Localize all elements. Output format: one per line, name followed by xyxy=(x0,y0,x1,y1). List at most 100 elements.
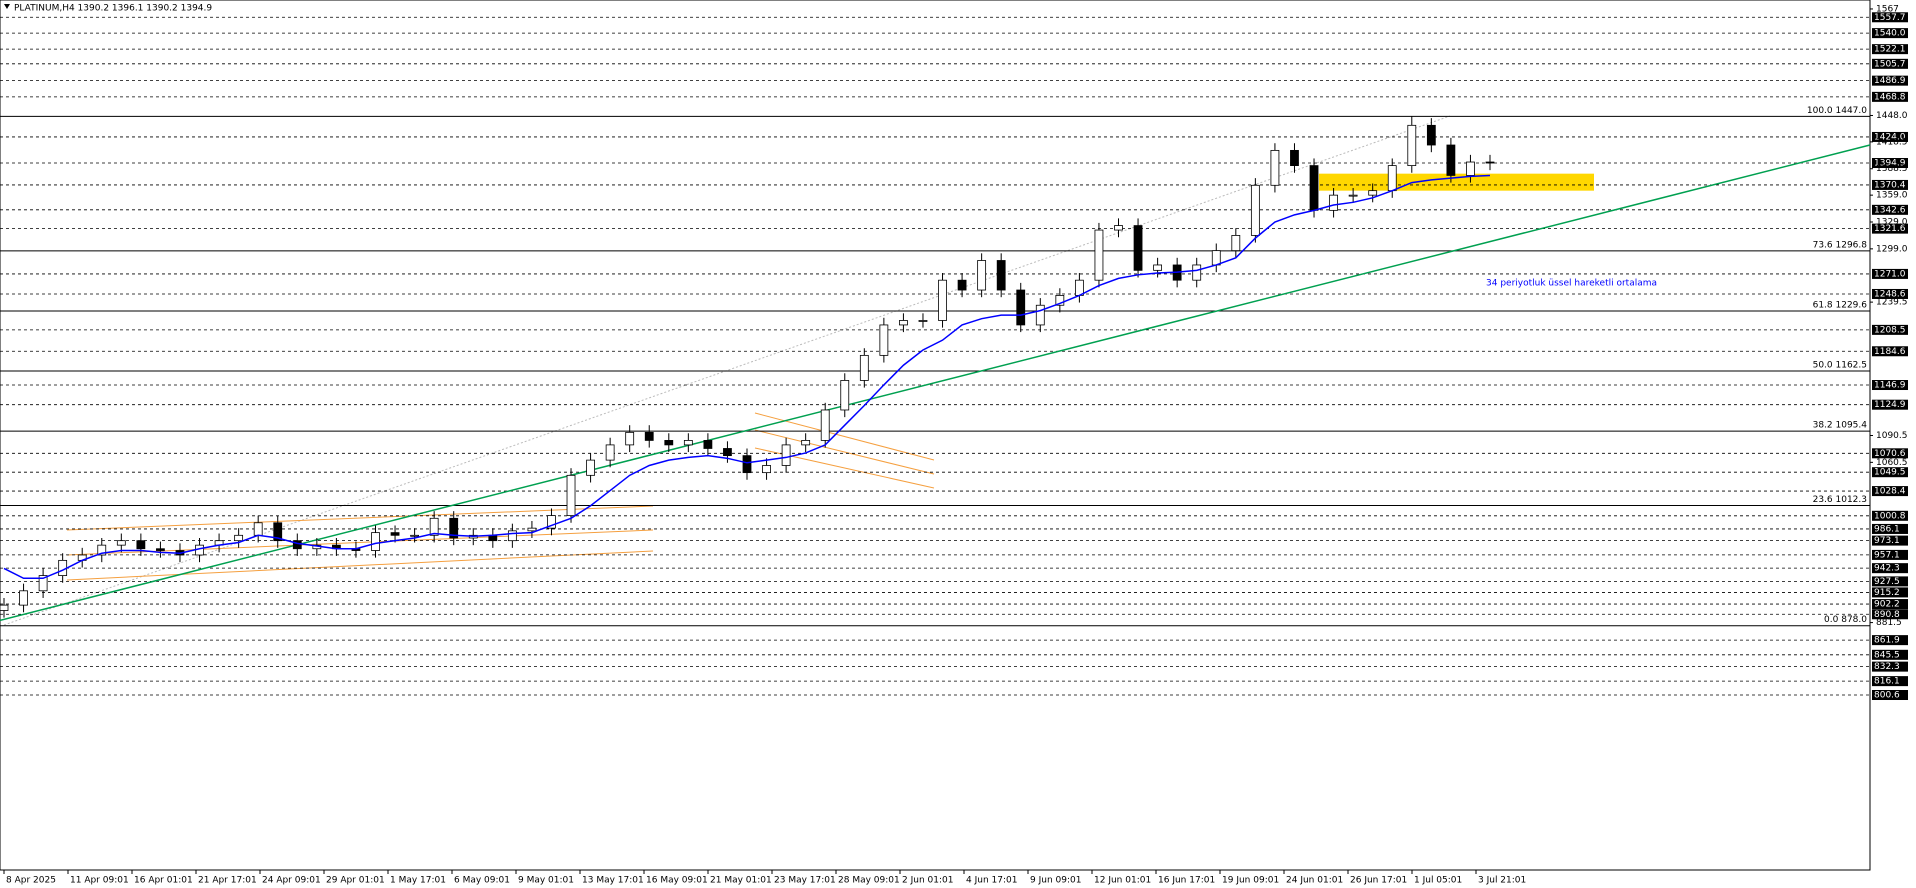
x-tick-label: 2 Jun 01:01 xyxy=(902,876,953,886)
candle-body xyxy=(273,522,283,542)
candle-body xyxy=(1309,165,1319,211)
level-label: 902.2 xyxy=(1874,600,1900,610)
level-label: 915.2 xyxy=(1874,588,1900,598)
fib-label: 0.0 878.0 xyxy=(1824,615,1867,625)
candle-body xyxy=(762,465,771,474)
candle-body xyxy=(1074,279,1084,296)
candle-body xyxy=(97,544,107,556)
level-label-bg xyxy=(1872,346,1908,357)
x-tick-label: 12 Jun 01:01 xyxy=(1094,876,1151,886)
candle-body xyxy=(253,522,263,536)
level-label-bg xyxy=(1872,223,1908,234)
candle-body xyxy=(527,527,537,532)
candle-body xyxy=(703,440,713,449)
level-label-bg xyxy=(1872,609,1908,620)
channel-line xyxy=(754,429,935,475)
level-label: 1557.7 xyxy=(1874,13,1906,23)
candle-body xyxy=(879,324,889,356)
level-label-bg xyxy=(1872,563,1908,574)
candle-body xyxy=(507,530,517,542)
ema-annotation: 34 periyotluk üssel hareketli ortalama xyxy=(1486,279,1657,289)
candle-body xyxy=(1485,161,1495,164)
x-tick-label: 6 May 09:01 xyxy=(454,876,510,886)
level-label-bg xyxy=(1872,486,1908,497)
candle-body xyxy=(371,532,380,551)
x-tick-label: 29 Apr 01:01 xyxy=(326,876,385,886)
level-label: 1540.0 xyxy=(1874,29,1906,39)
level-label: 1049.5 xyxy=(1874,468,1906,478)
level-label-bg xyxy=(1872,44,1908,55)
level-label: 800.6 xyxy=(1874,691,1900,701)
candle-body xyxy=(781,444,791,466)
y-tick-label: 881.5 xyxy=(1876,618,1902,628)
x-tick-label: 24 Apr 09:01 xyxy=(262,876,321,886)
ema-line xyxy=(3,174,1491,580)
candle-body xyxy=(664,440,674,446)
candle-body xyxy=(1290,149,1299,167)
x-tick-label: 1 Jul 05:01 xyxy=(1414,876,1462,886)
fib-label: 50.0 1162.5 xyxy=(1813,361,1867,371)
candle-body xyxy=(38,575,48,592)
candle-body xyxy=(1231,235,1241,252)
x-tick-label: 28 May 09:01 xyxy=(838,876,900,886)
x-tick-label: 13 May 17:01 xyxy=(582,876,644,886)
candle-body xyxy=(390,532,400,536)
x-tick-label: 9 May 01:01 xyxy=(518,876,574,886)
trendline xyxy=(0,144,1871,622)
level-label: 1522.1 xyxy=(1874,45,1906,55)
candle-body xyxy=(547,515,556,529)
candle-body xyxy=(938,279,947,321)
candle-body xyxy=(977,260,987,291)
level-label-bg xyxy=(1872,649,1908,660)
x-tick-label: 1 May 17:01 xyxy=(390,876,446,886)
level-label-bg xyxy=(1872,380,1908,391)
candle-body xyxy=(1192,264,1202,281)
candle-body xyxy=(918,320,928,322)
candle-body xyxy=(292,540,302,550)
chart-title: PLATINUM,H4 1390.2 1396.1 1390.2 1394.9 xyxy=(14,4,212,14)
candle-body xyxy=(234,534,244,542)
level-label-bg xyxy=(1872,158,1908,169)
candle-body xyxy=(1368,190,1378,196)
candle-body xyxy=(1055,295,1065,306)
candle-body xyxy=(1270,149,1280,186)
level-label-bg xyxy=(1872,204,1908,215)
candle-body xyxy=(859,354,869,381)
level-label-bg xyxy=(1872,676,1908,687)
candle-body xyxy=(429,517,439,536)
level-label: 1424.0 xyxy=(1874,132,1906,142)
level-label: 1321.6 xyxy=(1874,224,1906,234)
candle-body xyxy=(723,448,732,457)
candle-body xyxy=(1114,225,1123,231)
x-tick-label: 24 Jun 01:01 xyxy=(1286,876,1343,886)
level-label: 1342.6 xyxy=(1874,205,1906,215)
level-label: 1370.4 xyxy=(1874,180,1906,190)
level-label: 1468.8 xyxy=(1874,92,1906,102)
fib-label: 23.6 1012.3 xyxy=(1813,495,1867,505)
level-label-bg xyxy=(1872,12,1908,23)
candle-body xyxy=(116,540,126,546)
candle-body xyxy=(1426,124,1436,146)
candle-body xyxy=(1094,229,1104,281)
fib-label: 73.6 1296.8 xyxy=(1813,240,1868,250)
level-label-bg xyxy=(1872,28,1908,39)
level-label-bg xyxy=(1872,690,1908,701)
level-label: 986.1 xyxy=(1874,524,1900,534)
candle-body xyxy=(996,260,1006,291)
menu-triangle xyxy=(4,4,10,9)
level-label: 890.8 xyxy=(1874,610,1900,620)
level-label: 845.5 xyxy=(1874,650,1900,660)
y-tick-label: 1329.0 xyxy=(1876,218,1908,228)
level-label: 973.1 xyxy=(1874,536,1900,546)
candle-body xyxy=(1387,165,1397,192)
y-tick-label: 1418.5 xyxy=(1876,137,1908,147)
x-tick-label: 26 Jun 17:01 xyxy=(1350,876,1407,886)
candle-body xyxy=(1329,194,1338,211)
candle-body xyxy=(1466,161,1475,176)
level-label-bg xyxy=(1872,91,1908,102)
level-label-bg xyxy=(1872,268,1908,279)
level-label: 942.3 xyxy=(1874,564,1900,574)
fib-guide xyxy=(3,115,1451,626)
candle-body xyxy=(0,604,9,611)
